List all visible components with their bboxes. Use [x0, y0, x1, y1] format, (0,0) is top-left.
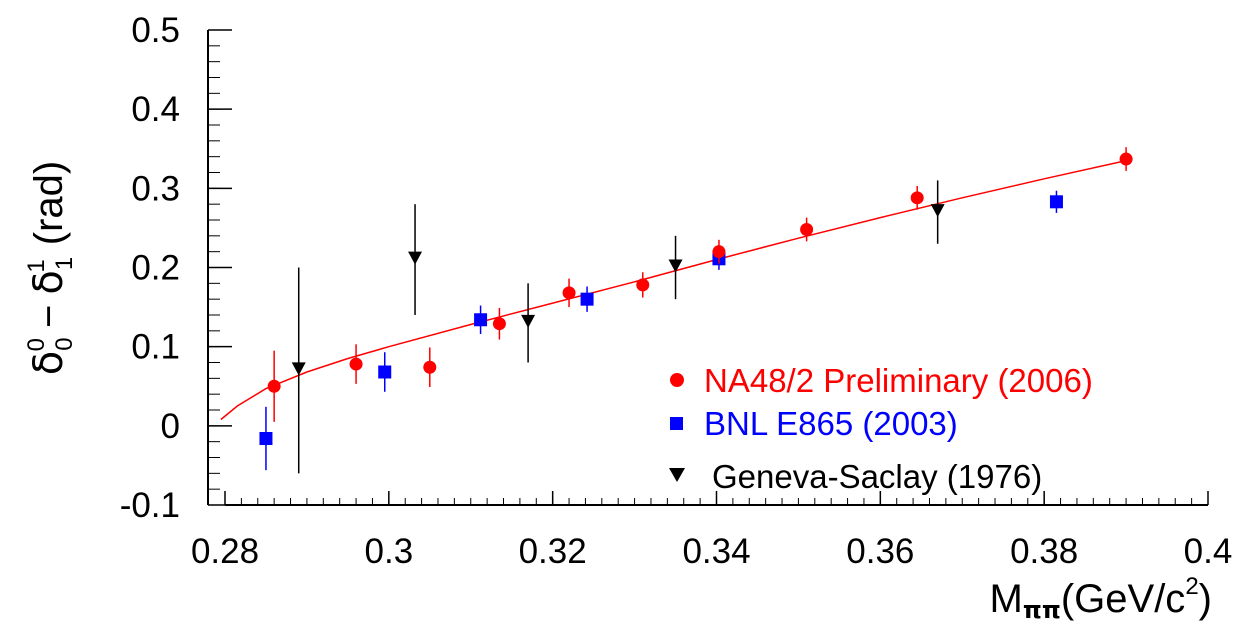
data-points-layer: [259, 147, 1133, 474]
y-tick-label: 0.5: [131, 11, 180, 50]
data-point-square: [580, 292, 594, 306]
legend-item-bnl: BNL E865 (2003): [670, 405, 958, 442]
x-tick-label: 0.4: [1184, 532, 1233, 571]
x-title-sup: 2: [1185, 573, 1198, 600]
data-point-circle: [712, 245, 726, 259]
y-title-delta-a: δ: [26, 351, 72, 375]
data-point-circle: [800, 223, 814, 236]
x-axis-title: Mππ(GeV/c2): [990, 573, 1212, 623]
x-axis-ticks: 0.28 0.3 0.32 0.34 0.36 0.38 0.4: [191, 491, 1232, 571]
legend: NA48/2 Preliminary (2006) BNL E865 (2003…: [669, 362, 1093, 495]
y-title-sub-a: 0: [51, 337, 78, 350]
y-title-unit: (rad): [27, 161, 71, 245]
y-tick-label: 0.3: [131, 169, 180, 208]
y-tick-label: -0.1: [120, 486, 180, 525]
data-point-circle: [636, 278, 650, 292]
x-tick-label: 0.28: [191, 532, 259, 571]
legend-item-na48: NA48/2 Preliminary (2006): [670, 362, 1093, 399]
x-tick-label: 0.38: [1010, 532, 1078, 571]
legend-marker-square: [670, 417, 683, 430]
data-point-circle: [492, 317, 506, 331]
x-title-main: M: [990, 577, 1023, 621]
svg-text:δ00−δ11(rad): δ00−δ11(rad): [23, 161, 78, 375]
legend-item-geneva: Geneva-Saclay (1976): [669, 458, 1042, 495]
y-axis-title: δ00−δ11(rad): [23, 161, 78, 375]
data-point-square: [1049, 195, 1063, 209]
legend-label-na48: NA48/2 Preliminary (2006): [704, 362, 1093, 399]
y-tick-label: 0.1: [131, 328, 180, 367]
legend-label-geneva: Geneva-Saclay (1976): [712, 458, 1042, 495]
x-title-sub: ππ: [1023, 596, 1061, 623]
data-point-circle: [910, 191, 924, 205]
data-point-circle: [349, 357, 363, 371]
data-point-triangle: [521, 314, 536, 328]
data-point-square: [259, 432, 273, 445]
x-tick-label: 0.36: [846, 532, 914, 571]
legend-marker-triangle: [669, 468, 685, 482]
legend-label-bnl: BNL E865 (2003): [704, 405, 958, 442]
data-point-triangle: [930, 204, 945, 218]
y-title-sub-b: 1: [51, 257, 78, 270]
y-tick-label: 0.4: [131, 90, 180, 129]
data-point-triangle: [408, 251, 423, 265]
data-point-circle: [562, 286, 576, 300]
data-point-square: [474, 313, 488, 327]
x-tick-label: 0.34: [682, 532, 750, 571]
x-title-close: ): [1199, 577, 1212, 621]
legend-marker-circle: [670, 373, 684, 387]
x-tick-label: 0.32: [519, 532, 587, 571]
y-axis-ticks: -0.1 0 0.1 0.2 0.3 0.4 0.5: [120, 11, 232, 525]
y-title-delta-b: δ: [26, 270, 72, 294]
y-title-sup-a: 0: [23, 338, 50, 351]
y-tick-label: 0: [161, 407, 180, 446]
data-point-triangle: [668, 259, 683, 273]
data-point-square: [378, 365, 392, 379]
x-title-rest: (GeV/c: [1061, 577, 1185, 621]
data-point-triangle: [291, 362, 306, 376]
y-title-minus: −: [27, 305, 71, 328]
data-point-circle: [267, 379, 281, 393]
y-title-sup-b: 1: [23, 259, 50, 272]
y-tick-label: 0.2: [131, 249, 180, 288]
data-point-circle: [1119, 152, 1133, 166]
data-point-circle: [423, 360, 437, 374]
x-tick-label: 0.3: [365, 532, 414, 571]
